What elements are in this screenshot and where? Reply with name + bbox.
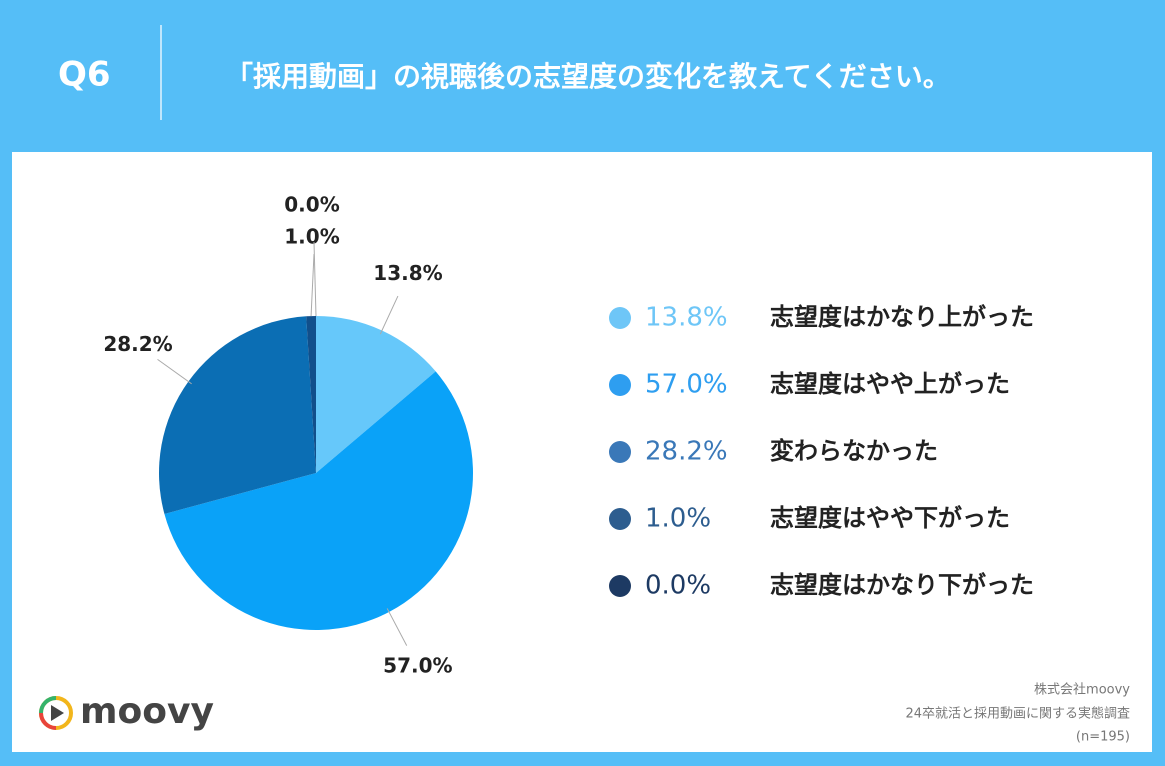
data-label: 57.0% [383, 653, 452, 677]
logo-ring-part [39, 696, 57, 714]
data-label: 1.0% [284, 225, 339, 249]
logo-play [51, 705, 64, 721]
leader-line [310, 253, 315, 317]
legend-label: 志望度はやや下がった [770, 504, 1010, 532]
pie-slice [316, 316, 436, 473]
legend-marker [609, 575, 631, 597]
question-label: Q6 [58, 55, 111, 95]
legend-marker [609, 508, 631, 530]
logo-icon [39, 696, 73, 730]
pie-slice [164, 371, 474, 631]
pie-slice [159, 316, 316, 514]
legend-value: 13.8% [645, 303, 728, 333]
footer-survey: 24卒就活と採用動画に関する実態調査 [905, 706, 1130, 722]
legend-label: 志望度はかなり下がった [770, 571, 1034, 599]
pie-slice [306, 316, 316, 473]
legend-marker [609, 441, 631, 463]
legend-label: 変わらなかった [770, 437, 938, 465]
legend-value: 28.2% [645, 437, 728, 467]
chart-title: 「採用動画」の視聴後の志望度の変化を教えてください。 [225, 60, 951, 93]
logo-ring-part [39, 712, 57, 730]
legend-value: 57.0% [645, 370, 728, 400]
data-label: 13.8% [373, 261, 442, 285]
footer-company: 株式会社moovy [1034, 682, 1130, 698]
data-label: 28.2% [103, 332, 172, 356]
logo-text: moovy [80, 691, 214, 732]
legend-marker [609, 374, 631, 396]
footer-sample: (n=195) [1076, 730, 1130, 745]
legend-label: 志望度はかなり上がった [770, 303, 1034, 331]
data-label: 0.0% [284, 193, 339, 217]
legend-marker [609, 307, 631, 329]
leader-line [379, 295, 399, 335]
leader-line [386, 608, 408, 646]
leader-line [313, 241, 317, 317]
legend-label: 志望度はやや上がった [770, 370, 1010, 398]
legend-value: 0.0% [645, 571, 711, 601]
leader-line [157, 358, 192, 385]
legend-value: 1.0% [645, 504, 711, 534]
